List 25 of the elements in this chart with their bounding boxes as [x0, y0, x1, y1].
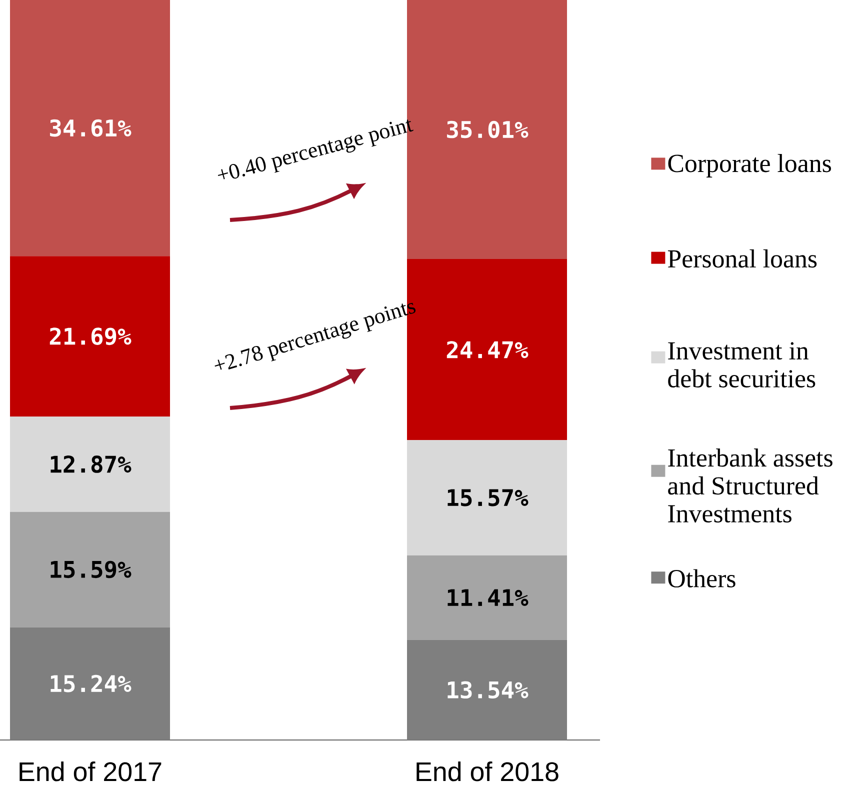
bar — [407, 555, 568, 640]
x-tick-label: End of 2017 — [20, 761, 162, 782]
data-label: 15.57% — [448, 489, 528, 506]
legend-label: Interbank assets and Structured Investments — [668, 448, 832, 523]
legend-label: Investment in debt securities — [668, 342, 816, 388]
legend-label: Corporate loans — [668, 154, 831, 178]
bar — [10, 627, 170, 740]
data-label: 12.87% — [50, 456, 132, 473]
legend-label: Others — [668, 569, 736, 588]
bar — [407, 440, 568, 556]
bar — [10, 416, 170, 512]
data-label: 34.61% — [50, 119, 132, 137]
data-label: 11.41% — [448, 589, 528, 606]
legend-label: Personal loans — [668, 249, 817, 268]
data-label: 15.59% — [50, 560, 132, 578]
bar — [10, 0, 170, 256]
data-label: 15.24% — [50, 674, 132, 692]
data-label: 24.47% — [446, 341, 528, 358]
data-label: 13.54% — [448, 681, 528, 699]
bar — [10, 256, 170, 417]
x-tick-label: End of 2018 — [416, 761, 558, 782]
bar — [407, 640, 568, 740]
bar — [10, 512, 170, 628]
data-label: 21.69% — [50, 328, 132, 346]
data-label: 35.01% — [447, 120, 528, 138]
